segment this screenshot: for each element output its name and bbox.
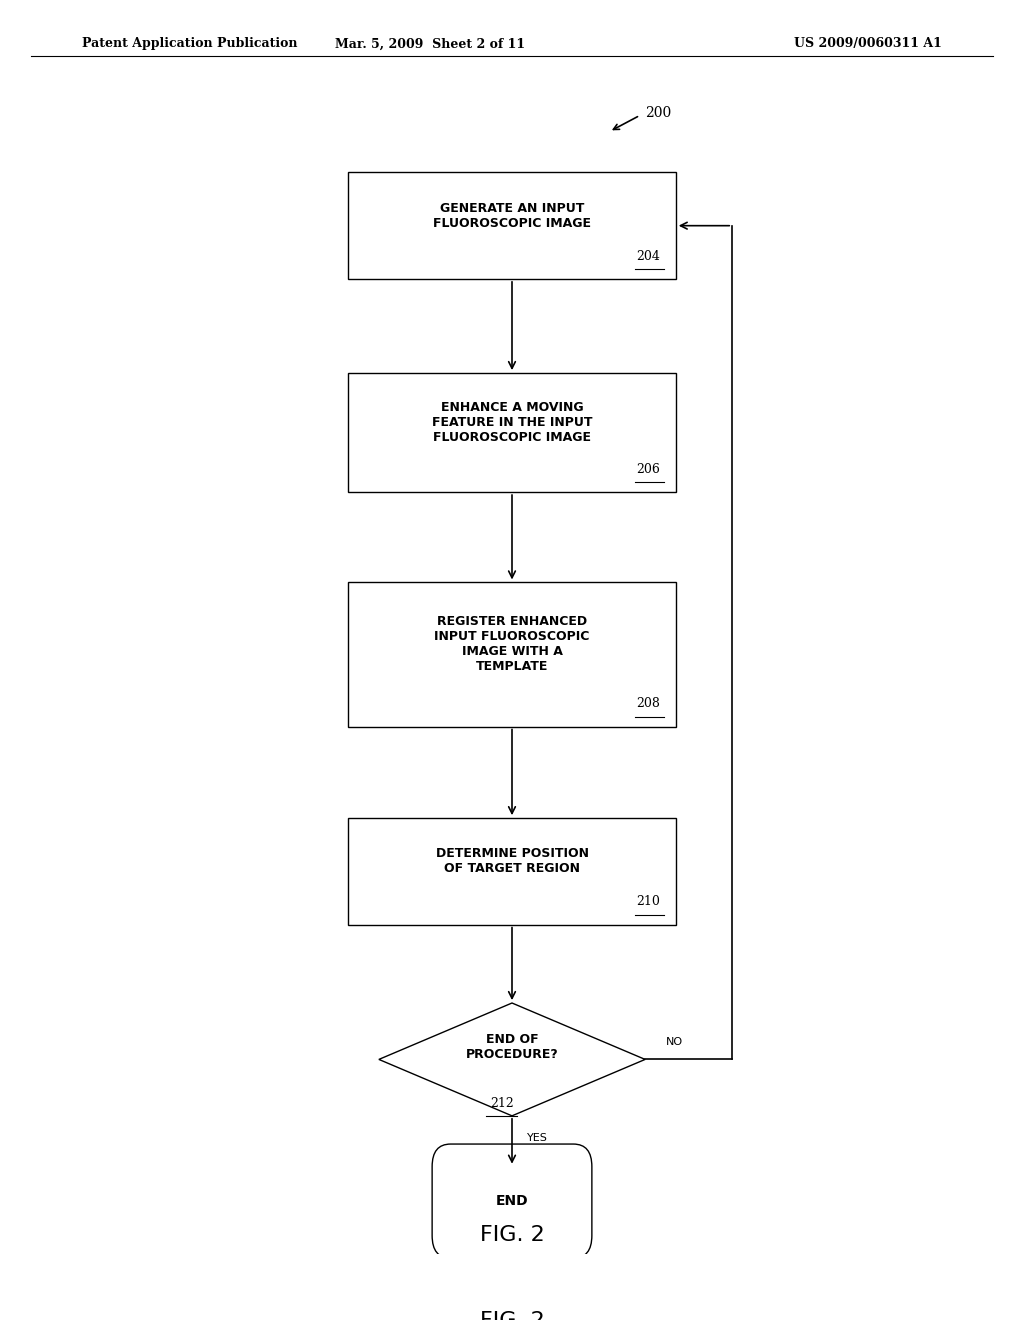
Text: DETERMINE POSITION
OF TARGET REGION: DETERMINE POSITION OF TARGET REGION — [435, 847, 589, 875]
Polygon shape — [379, 1003, 645, 1115]
Text: END OF
PROCEDURE?: END OF PROCEDURE? — [466, 1032, 558, 1061]
Text: US 2009/0060311 A1: US 2009/0060311 A1 — [795, 37, 942, 50]
Text: REGISTER ENHANCED
INPUT FLUOROSCOPIC
IMAGE WITH A
TEMPLATE: REGISTER ENHANCED INPUT FLUOROSCOPIC IMA… — [434, 615, 590, 673]
Text: Patent Application Publication: Patent Application Publication — [82, 37, 297, 50]
Text: FIG. 2: FIG. 2 — [479, 1225, 545, 1245]
FancyBboxPatch shape — [348, 582, 676, 726]
Text: 206: 206 — [637, 463, 660, 475]
Text: 200: 200 — [645, 106, 672, 120]
Text: ENHANCE A MOVING
FEATURE IN THE INPUT
FLUOROSCOPIC IMAGE: ENHANCE A MOVING FEATURE IN THE INPUT FL… — [432, 401, 592, 444]
Text: END: END — [496, 1195, 528, 1208]
FancyBboxPatch shape — [348, 818, 676, 924]
Text: Mar. 5, 2009  Sheet 2 of 11: Mar. 5, 2009 Sheet 2 of 11 — [335, 37, 525, 50]
Text: 212: 212 — [489, 1097, 514, 1110]
Text: FIG. 2: FIG. 2 — [479, 1311, 545, 1320]
Text: YES: YES — [527, 1134, 548, 1143]
Text: 204: 204 — [637, 249, 660, 263]
FancyBboxPatch shape — [348, 173, 676, 279]
Text: NO: NO — [666, 1038, 683, 1047]
Text: 210: 210 — [637, 895, 660, 908]
Text: GENERATE AN INPUT
FLUOROSCOPIC IMAGE: GENERATE AN INPUT FLUOROSCOPIC IMAGE — [433, 202, 591, 230]
Text: 208: 208 — [637, 697, 660, 710]
FancyBboxPatch shape — [432, 1144, 592, 1258]
FancyBboxPatch shape — [348, 374, 676, 492]
